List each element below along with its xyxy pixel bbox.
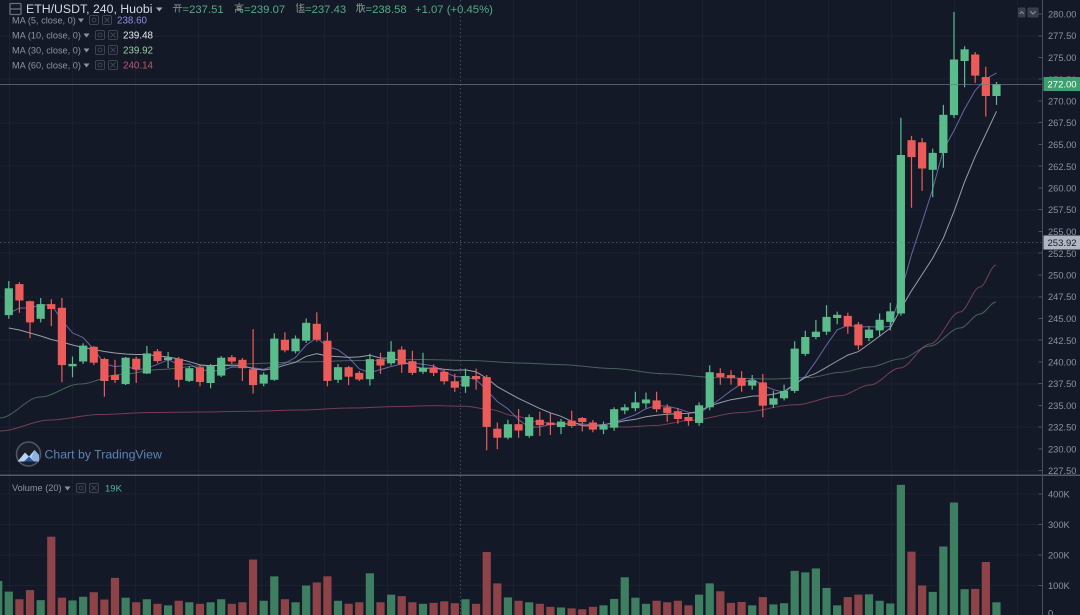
svg-text:Chart by TradingView: Chart by TradingView [45, 448, 162, 462]
svg-text:252.50: 252.50 [1048, 249, 1076, 259]
svg-text:275.00: 275.00 [1048, 53, 1076, 63]
svg-text:280.00: 280.00 [1048, 10, 1076, 20]
svg-text:200K: 200K [1048, 551, 1071, 561]
svg-text:=237.51: =237.51 [183, 4, 224, 16]
svg-text:267.50: 267.50 [1048, 118, 1076, 128]
svg-text:237.50: 237.50 [1048, 379, 1076, 389]
svg-text:=238.58: =238.58 [366, 4, 407, 16]
svg-text:255.00: 255.00 [1048, 227, 1076, 237]
svg-text:MA (10, close, 0): MA (10, close, 0) [12, 30, 81, 40]
svg-text:232.50: 232.50 [1048, 423, 1076, 433]
svg-text:Volume (20): Volume (20) [12, 483, 62, 493]
svg-text:MA (30, close, 0): MA (30, close, 0) [12, 45, 81, 55]
svg-text:400K: 400K [1048, 490, 1071, 500]
svg-text:239.48: 239.48 [123, 31, 154, 42]
svg-text:272.00: 272.00 [1048, 79, 1077, 90]
svg-text:265.00: 265.00 [1048, 140, 1076, 150]
svg-text:262.50: 262.50 [1048, 162, 1076, 172]
svg-text:239.92: 239.92 [123, 46, 153, 57]
svg-text:260.00: 260.00 [1048, 184, 1076, 194]
svg-text:0: 0 [1048, 609, 1053, 615]
svg-text:MA (5, close, 0): MA (5, close, 0) [12, 15, 76, 25]
svg-text:240.00: 240.00 [1048, 358, 1076, 368]
svg-text:277.50: 277.50 [1048, 31, 1076, 41]
svg-text:257.50: 257.50 [1048, 205, 1076, 215]
svg-text:250.00: 250.00 [1048, 271, 1076, 281]
svg-text:230.00: 230.00 [1048, 445, 1076, 455]
svg-text:+1.07 (+0.45%): +1.07 (+0.45%) [415, 4, 493, 16]
svg-text:=237.43: =237.43 [305, 4, 346, 16]
svg-text:227.50: 227.50 [1048, 466, 1076, 476]
svg-text:247.50: 247.50 [1048, 292, 1076, 302]
svg-text:300K: 300K [1048, 520, 1071, 530]
svg-text:245.00: 245.00 [1048, 314, 1076, 324]
svg-text:270.00: 270.00 [1048, 97, 1076, 107]
svg-text:253.92: 253.92 [1048, 238, 1077, 249]
svg-text:242.50: 242.50 [1048, 336, 1076, 346]
svg-text:240.14: 240.14 [123, 61, 154, 72]
svg-text:MA (60, close, 0): MA (60, close, 0) [12, 60, 81, 70]
svg-text:100K: 100K [1048, 581, 1071, 591]
svg-text:ETH/USDT, 240, Huobi: ETH/USDT, 240, Huobi [26, 2, 152, 16]
svg-text:238.60: 238.60 [117, 16, 148, 27]
svg-text:19K: 19K [105, 483, 123, 494]
svg-text:=239.07: =239.07 [244, 4, 285, 16]
svg-text:235.00: 235.00 [1048, 401, 1076, 411]
